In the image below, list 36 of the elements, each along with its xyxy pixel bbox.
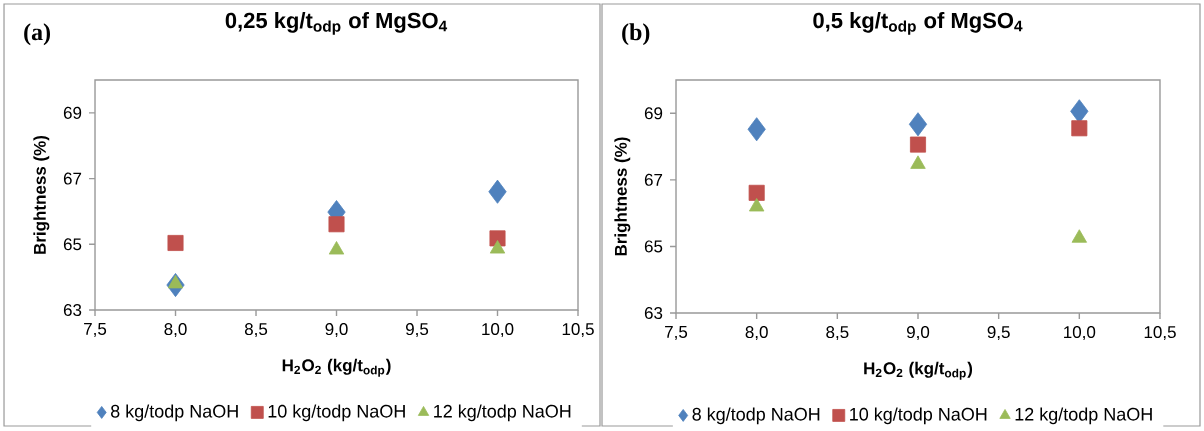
y-tick-label: 65 xyxy=(63,238,82,251)
legend-label: 12 kg/todp NaOH xyxy=(434,404,571,421)
x-tick-label: 7,5 xyxy=(665,325,688,340)
x-axis-title: H$_{2}$O$_{2}$ (kg/t$_{odp}$) xyxy=(282,358,391,377)
x-tick-label: 10,5 xyxy=(562,322,594,337)
y-tick-label: 63 xyxy=(63,303,82,316)
x-axis-title: H$_{2}$O$_{2}$ (kg/t$_{odp}$) xyxy=(864,361,973,380)
legend-label: 10 kg/todp NaOH xyxy=(850,407,987,424)
x-tick-label: 8,5 xyxy=(826,325,849,340)
x-tick-label: 9,5 xyxy=(405,322,429,337)
y-tick-label: 65 xyxy=(644,240,663,253)
y-tick-label: 67 xyxy=(63,172,82,185)
chart-title: 0,5 kg/t$_{odp}$ of MgSO$_{4}$ xyxy=(813,11,1023,35)
x-tick-label: 10,0 xyxy=(1064,325,1096,340)
text: (a) xyxy=(24,23,51,45)
chart-title: 0,25 kg/t$_{odp}$ of MgSO$_{4}$ xyxy=(225,11,448,35)
x-tick-label: 9,5 xyxy=(987,325,1010,340)
legend-label: 8 kg/todp NaOH xyxy=(692,407,820,424)
legend-label: 10 kg/todp NaOH xyxy=(268,404,405,421)
y-tick-label: 67 xyxy=(644,173,663,186)
legend-label: 8 kg/todp NaOH xyxy=(110,404,238,421)
text: (b) xyxy=(622,23,650,45)
x-tick-label: 9,0 xyxy=(325,322,348,337)
x-tick-label: 8,0 xyxy=(164,322,187,337)
x-tick-label: 8,5 xyxy=(244,322,268,337)
x-tick-label: 8,0 xyxy=(745,325,768,340)
y-tick-label: 63 xyxy=(644,306,663,319)
x-tick-label: 9,0 xyxy=(906,325,930,340)
x-tick-label: 7,5 xyxy=(84,322,107,337)
y-axis-title: Brightness (%) xyxy=(33,135,50,254)
legend-label: 12 kg/todp NaOH xyxy=(1015,407,1152,424)
y-axis-title: Brightness (%) xyxy=(614,137,631,256)
x-tick-label: 10,5 xyxy=(1144,325,1176,340)
y-tick-label: 69 xyxy=(63,106,82,119)
x-tick-label: 10,0 xyxy=(482,322,514,337)
y-tick-label: 69 xyxy=(644,107,663,120)
